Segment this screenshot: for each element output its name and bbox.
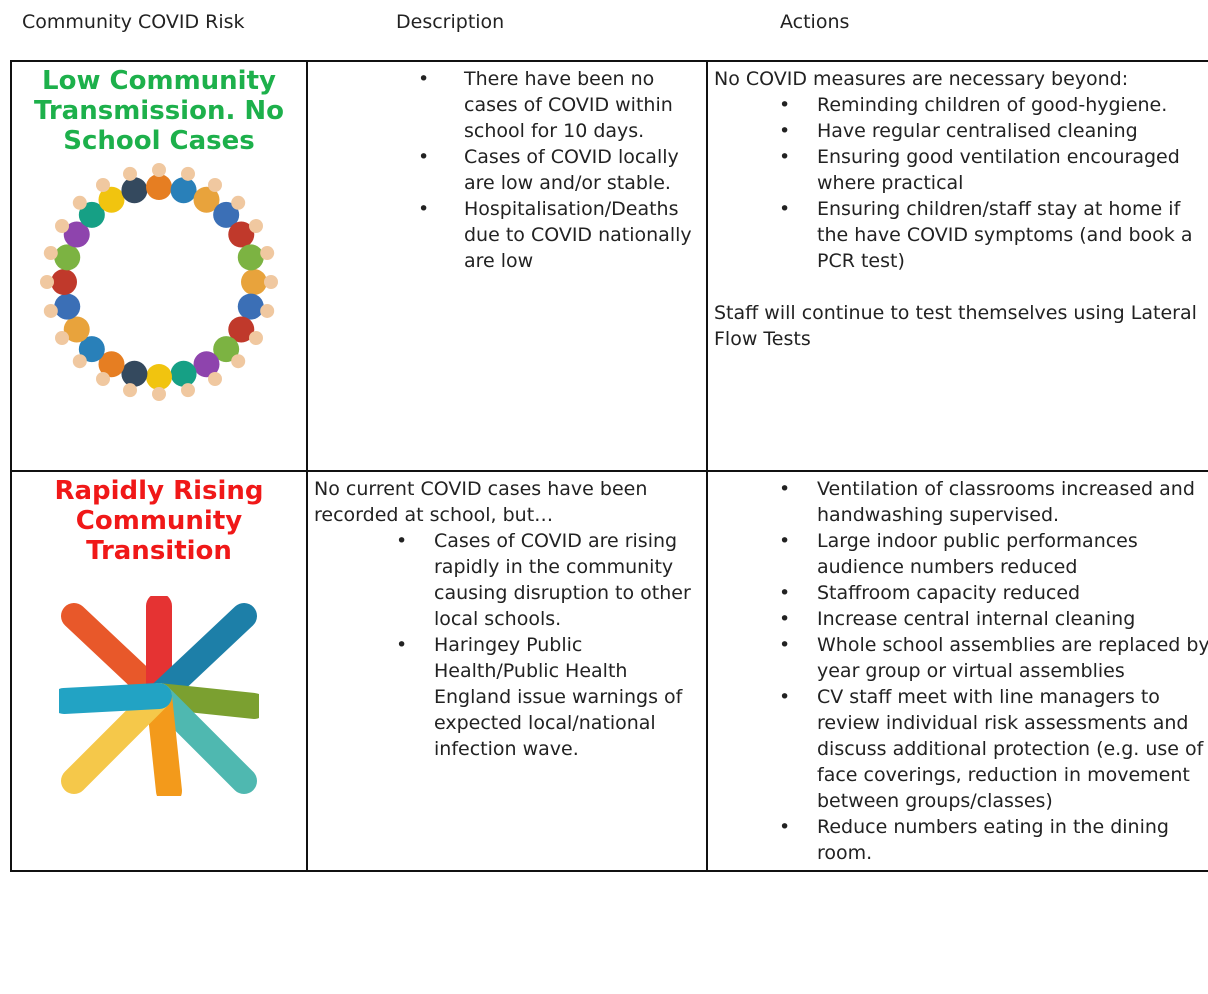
- list-item: Hospitalisation/Deaths due to COVID nati…: [418, 196, 700, 274]
- person-head: [180, 383, 195, 398]
- person-head: [264, 275, 278, 289]
- person-icon: [121, 360, 148, 387]
- list-item: There have been no cases of COVID within…: [418, 66, 700, 144]
- person-head: [96, 178, 110, 193]
- table-row: Low Community Transmission. No School Ca…: [10, 60, 1208, 472]
- person-icon: [51, 269, 77, 295]
- person-icon: [54, 293, 81, 320]
- person-head: [43, 303, 58, 318]
- list-item: Haringey Public Health/Public Health Eng…: [396, 632, 700, 762]
- list-item: Reminding children of good-hygiene.: [779, 92, 1208, 118]
- risk-cell: Low Community Transmission. No School Ca…: [10, 60, 308, 472]
- person-icon: [241, 269, 267, 295]
- person-icon: [213, 336, 240, 363]
- list-item: Reduce numbers eating in the dining room…: [779, 814, 1208, 866]
- description-cell: There have been no cases of COVID within…: [306, 60, 708, 472]
- list-item: Have regular centralised cleaning: [779, 118, 1208, 144]
- actions-intro: No COVID measures are necessary beyond:: [714, 68, 1129, 90]
- hands-image: [51, 593, 267, 804]
- person-head: [40, 275, 54, 289]
- risk-title: Low Community Transmission. No School Ca…: [33, 66, 285, 156]
- person-icon: [78, 336, 105, 363]
- person-icon: [193, 351, 220, 378]
- person-head: [152, 387, 166, 401]
- person-icon: [170, 360, 197, 387]
- person-icon: [237, 244, 264, 271]
- list-item: Ensuring good ventilation encouraged whe…: [779, 144, 1208, 196]
- actions-cell: Ventilation of classrooms increased and …: [706, 470, 1208, 872]
- list-item: Large indoor public performances audienc…: [779, 528, 1208, 580]
- list-item: Whole school assemblies are replaced by …: [779, 632, 1208, 684]
- person-head: [72, 354, 87, 369]
- person-icon: [228, 316, 255, 343]
- person-head: [231, 195, 246, 210]
- person-icon: [63, 221, 90, 248]
- person-icon: [146, 364, 172, 390]
- risk-cell: Rapidly Rising Community Transition: [10, 470, 308, 872]
- person-head: [208, 178, 222, 193]
- person-head: [180, 166, 195, 181]
- person-head: [55, 219, 70, 233]
- person-icon: [121, 177, 148, 204]
- person-icon: [98, 351, 125, 378]
- person-head: [96, 371, 110, 386]
- person-head: [123, 383, 138, 398]
- person-icon: [213, 201, 240, 228]
- person-icon: [193, 186, 220, 213]
- person-icon: [237, 293, 264, 320]
- table-row: Rapidly Rising Community Transition No c…: [10, 470, 1208, 872]
- person-head: [55, 331, 70, 345]
- description-cell: No current COVID cases have been recorde…: [306, 470, 708, 872]
- list-item: Ventilation of classrooms increased and …: [779, 476, 1208, 528]
- person-icon: [78, 201, 105, 228]
- person-icon: [63, 316, 90, 343]
- list-item: Increase central internal cleaning: [779, 606, 1208, 632]
- person-icon: [170, 177, 197, 204]
- description-intro: No current COVID cases have been recorde…: [314, 478, 648, 526]
- person-head: [43, 246, 58, 261]
- person-head: [152, 163, 166, 177]
- list-item: Cases of COVID are rising rapidly in the…: [396, 528, 700, 632]
- person-head: [231, 354, 246, 369]
- column-header: Community COVID Risk: [22, 11, 245, 33]
- column-header: Actions: [780, 11, 850, 33]
- person-head: [260, 246, 275, 261]
- list-item: Cases of COVID locally are low and/or st…: [418, 144, 700, 196]
- risk-title: Rapidly Rising Community Transition: [54, 476, 264, 566]
- person-icon: [54, 244, 81, 271]
- actions-outro: Staff will continue to test themselves u…: [714, 302, 1197, 350]
- actions-cell: No COVID measures are necessary beyond: …: [706, 60, 1208, 472]
- person-head: [248, 219, 263, 233]
- people-ring-image: [40, 163, 278, 401]
- risk-table: Low Community Transmission. No School Ca…: [10, 60, 1208, 872]
- person-icon: [146, 174, 172, 200]
- person-head: [72, 195, 87, 210]
- column-header: Description: [396, 11, 505, 33]
- list-item: Staffroom capacity reduced: [779, 580, 1208, 606]
- list-item: Ensuring children/staff stay at home if …: [779, 196, 1208, 274]
- person-head: [208, 371, 222, 386]
- person-head: [123, 166, 138, 181]
- person-icon: [228, 221, 255, 248]
- list-item: CV staff meet with line managers to revi…: [779, 684, 1208, 814]
- person-head: [248, 331, 263, 345]
- person-head: [260, 303, 275, 318]
- person-icon: [98, 186, 125, 213]
